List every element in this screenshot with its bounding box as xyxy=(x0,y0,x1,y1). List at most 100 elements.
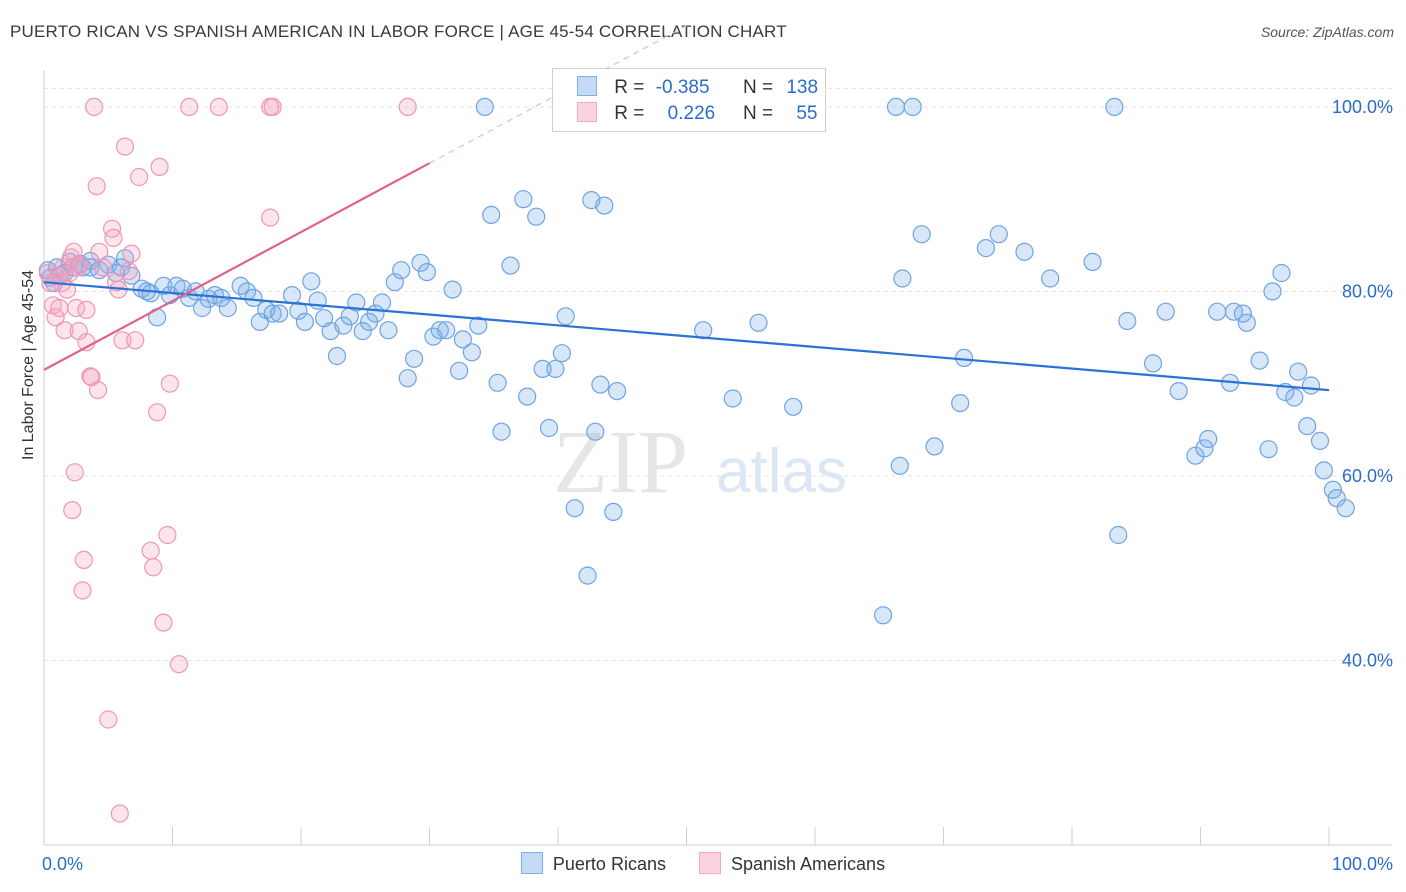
puerto-rican-point xyxy=(514,190,533,209)
puerto-rican-point xyxy=(607,382,627,401)
legend-r-value: -0.385 xyxy=(655,77,710,98)
spanish-american-point xyxy=(81,367,100,386)
spanish-american-point xyxy=(84,97,104,117)
spanish-american-trend-line xyxy=(43,162,431,371)
puerto-rican-point xyxy=(546,359,565,378)
spanish-american-point xyxy=(154,613,173,632)
puerto-rican-point xyxy=(450,361,469,380)
puerto-rican-point xyxy=(347,293,366,312)
spanish-american-point xyxy=(209,97,228,117)
puerto-rican-point xyxy=(295,312,314,331)
legend-swatch-blue xyxy=(520,852,543,874)
puerto-rican-point xyxy=(327,346,347,366)
x-tick-label: 100.0% xyxy=(1332,854,1393,874)
legend-label-puerto-ricans: Puerto Ricans xyxy=(552,854,666,874)
puerto-rican-point xyxy=(244,288,263,307)
legend-label-spanish-americans: Spanish Americans xyxy=(730,854,886,874)
puerto-rican-point xyxy=(1310,431,1330,450)
spanish-american-point xyxy=(144,558,163,577)
legend-r-label: R = xyxy=(614,103,645,124)
spanish-american-point xyxy=(110,804,129,823)
puerto-rican-point xyxy=(890,456,909,475)
puerto-rican-point xyxy=(951,394,970,413)
puerto-rican-point xyxy=(1263,282,1282,301)
legend-n-label: N = xyxy=(742,77,774,98)
spanish-american-point xyxy=(93,258,113,277)
spanish-american-point xyxy=(99,710,118,729)
puerto-rican-point xyxy=(1250,351,1269,370)
puerto-rican-point xyxy=(398,369,417,388)
axes xyxy=(43,70,1392,846)
spanish-american-point xyxy=(77,300,96,319)
spanish-american-point xyxy=(180,97,199,117)
puerto-rican-point xyxy=(1327,489,1346,508)
legend-n-value: 138 xyxy=(786,77,819,98)
puerto-rican-point xyxy=(886,97,906,117)
puerto-rican-point xyxy=(353,322,372,341)
spanish-american-point xyxy=(73,581,92,600)
puerto-rican-point xyxy=(263,304,282,323)
puerto-rican-point xyxy=(893,269,912,288)
puerto-rican-point xyxy=(289,301,308,320)
legend-swatch-pink xyxy=(577,102,597,122)
spanish-american-point xyxy=(160,374,179,393)
puerto-rican-point xyxy=(903,97,922,117)
spanish-american-point xyxy=(102,219,122,238)
puerto-rican-trend-line xyxy=(43,281,1330,392)
y-tick-label: 100.0% xyxy=(1332,97,1393,117)
puerto-rican-point xyxy=(1289,362,1308,381)
puerto-rican-point xyxy=(462,343,481,362)
spanish-american-point xyxy=(50,298,69,318)
spanish-american-point xyxy=(70,255,90,274)
puerto-rican-point xyxy=(1285,388,1304,407)
puerto-rican-point xyxy=(518,387,537,406)
spanish-american-point xyxy=(46,308,65,327)
puerto-rican-point xyxy=(437,321,456,340)
puerto-rican-point xyxy=(430,321,449,340)
puerto-rican-point xyxy=(604,502,623,521)
puerto-rican-point xyxy=(443,280,462,299)
spanish-american-point xyxy=(263,97,282,117)
legend-n-value: 55 xyxy=(796,103,818,124)
puerto-rican-point xyxy=(1336,499,1355,518)
spanish-american-point xyxy=(115,137,135,156)
puerto-rican-point xyxy=(501,256,520,275)
puerto-rican-point xyxy=(218,298,237,318)
spanish-american-point xyxy=(88,381,108,400)
puerto-rican-point xyxy=(302,272,321,291)
puerto-rican-point xyxy=(976,239,996,258)
puerto-rican-point xyxy=(1195,439,1214,458)
spanish-american-point xyxy=(63,501,82,520)
puerto-rican-point xyxy=(552,344,572,363)
puerto-rican-point xyxy=(1259,440,1278,459)
puerto-rican-point xyxy=(392,261,411,280)
watermark-zip: ZIP xyxy=(553,413,688,512)
puerto-rican-point xyxy=(193,298,212,318)
puerto-rican-point xyxy=(488,373,507,392)
puerto-rican-point xyxy=(270,304,289,323)
puerto-rican-point xyxy=(1109,525,1128,545)
puerto-rican-point xyxy=(723,389,742,408)
legend-item-spanish-americans: Spanish Americans xyxy=(698,852,886,875)
points xyxy=(38,97,1355,823)
spanish-american-point xyxy=(74,550,93,570)
puerto-rican-point xyxy=(492,422,511,441)
stats-legend: R = -0.385 N = 138 R = 0.226 N = 55 xyxy=(552,68,826,132)
puerto-rican-point xyxy=(411,253,430,272)
spanish-american-point xyxy=(126,331,145,350)
spanish-american-point xyxy=(87,177,106,196)
watermark-atlas: atlas xyxy=(716,437,847,506)
watermark: ZIP atlas xyxy=(553,413,847,512)
puerto-rican-point xyxy=(1105,97,1124,117)
legend-r-label: R = xyxy=(614,77,645,98)
puerto-rican-point xyxy=(1156,302,1175,321)
puerto-rican-point xyxy=(469,316,488,335)
puerto-rican-point xyxy=(591,375,610,394)
legend-swatch-pink xyxy=(698,852,721,874)
spanish-american-point xyxy=(158,525,177,545)
spanish-american-point xyxy=(130,167,149,187)
spanish-american-point xyxy=(261,208,280,227)
puerto-rican-point xyxy=(379,321,398,340)
spanish-american-point xyxy=(113,331,132,350)
